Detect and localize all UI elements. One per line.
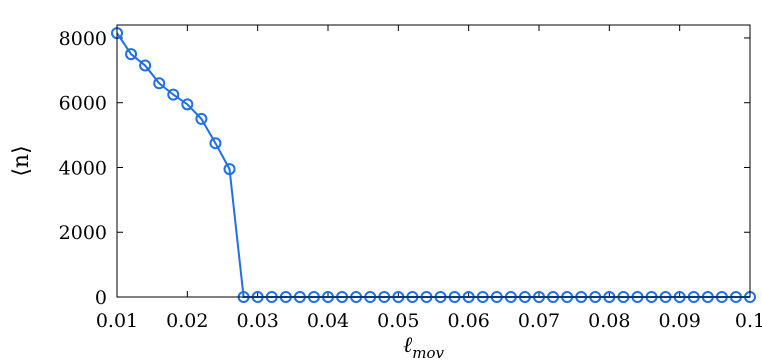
data-point (181, 98, 194, 111)
tick-group (116, 25, 751, 298)
x-tick-label: 0.01 (96, 310, 138, 332)
x-tick-label: 0.1 (735, 310, 762, 332)
data-point (139, 59, 152, 72)
x-axis-label-subscript: mov (412, 344, 444, 362)
data-point (125, 48, 138, 61)
x-tick-label: 0.03 (237, 310, 279, 332)
series-line (116, 32, 750, 298)
x-axis-label: ℓmov (403, 333, 444, 362)
y-tick-labels: 0 2000 4000 6000 8000 (59, 28, 107, 309)
x-tick-label: 0.08 (588, 310, 630, 332)
data-point (223, 163, 236, 176)
x-tick-label: 0.06 (448, 310, 490, 332)
x-tick-label: 0.07 (518, 310, 560, 332)
plot-frame (116, 24, 751, 298)
x-tick-label: 0.02 (166, 310, 208, 332)
x-tick-label: 0.09 (659, 310, 701, 332)
x-tick-label: 0.04 (307, 310, 349, 332)
y-tick-label: 4000 (59, 157, 107, 179)
data-point (209, 137, 222, 150)
x-tick-label: 0.05 (377, 310, 419, 332)
y-tick-label: 6000 (59, 93, 107, 115)
data-point (195, 112, 208, 125)
x-axis-label-main: ℓ (403, 333, 413, 358)
data-point (153, 77, 166, 90)
data-point (167, 88, 180, 101)
x-tick-labels: 0.01 0.02 0.03 0.04 0.05 0.06 0.07 0.08 0.09 0.1 (96, 310, 762, 332)
y-tick-label: 0 (95, 287, 107, 309)
y-axis-label: ⟨n⟩ (9, 145, 34, 176)
series-group (111, 27, 756, 303)
y-tick-label: 8000 (59, 28, 107, 50)
y-tick-label: 2000 (59, 222, 107, 244)
